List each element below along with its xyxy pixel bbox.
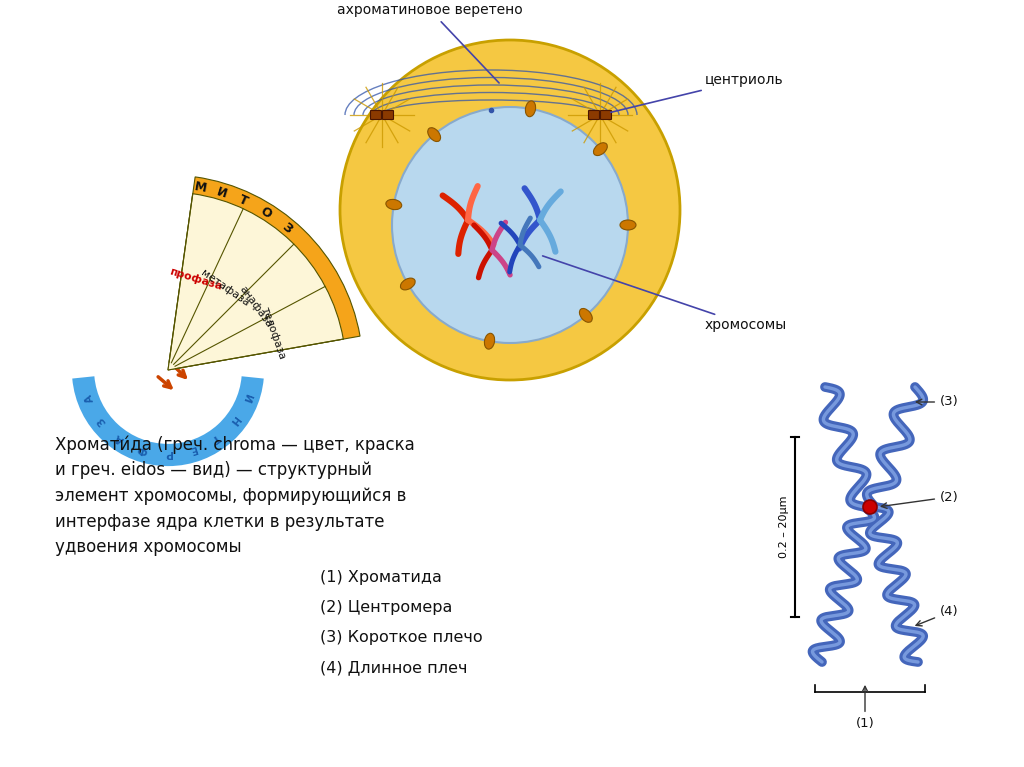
Text: (1): (1)	[856, 686, 874, 730]
Text: центриоль: центриоль	[610, 73, 783, 112]
Text: А: А	[115, 432, 127, 444]
Text: О: О	[258, 205, 274, 222]
Circle shape	[863, 500, 877, 514]
Circle shape	[392, 107, 628, 343]
Ellipse shape	[386, 199, 401, 209]
FancyBboxPatch shape	[371, 110, 382, 120]
Text: (4) Длинное плеч: (4) Длинное плеч	[319, 660, 468, 675]
Text: З: З	[280, 220, 295, 236]
Circle shape	[340, 40, 680, 380]
Text: (1) Хроматида: (1) Хроматида	[319, 570, 442, 585]
Ellipse shape	[428, 127, 440, 142]
Text: (4): (4)	[916, 605, 958, 626]
Text: хромосомы: хромосомы	[543, 256, 787, 332]
Text: Т: Т	[210, 432, 221, 444]
Text: анафаза: анафаза	[237, 284, 273, 329]
Text: (2): (2)	[882, 491, 958, 509]
Text: телофаза: телофаза	[260, 306, 288, 361]
FancyBboxPatch shape	[383, 110, 393, 120]
FancyBboxPatch shape	[600, 110, 611, 120]
FancyBboxPatch shape	[589, 110, 599, 120]
Ellipse shape	[400, 278, 415, 290]
Wedge shape	[168, 177, 360, 370]
Text: Ф: Ф	[136, 443, 150, 456]
Ellipse shape	[525, 101, 536, 117]
Text: метафаза: метафаза	[200, 268, 251, 308]
Text: М: М	[193, 180, 207, 196]
Wedge shape	[168, 194, 343, 370]
Ellipse shape	[580, 308, 592, 322]
Text: И: И	[215, 186, 229, 201]
Text: И: И	[240, 393, 252, 404]
Ellipse shape	[594, 143, 607, 156]
Text: 0.2 – 20μm: 0.2 – 20μm	[779, 495, 790, 558]
Text: (2) Центромера: (2) Центромера	[319, 600, 453, 615]
Ellipse shape	[484, 334, 495, 349]
Text: З: З	[96, 415, 109, 426]
Text: (3) Короткое плечо: (3) Короткое плечо	[319, 630, 482, 645]
Text: А: А	[84, 393, 96, 404]
Text: Р: Р	[164, 448, 172, 458]
Text: Т: Т	[237, 193, 250, 209]
Ellipse shape	[620, 220, 636, 230]
Text: Н: Н	[227, 414, 241, 427]
Text: профаза: профаза	[168, 266, 223, 292]
Text: Е: Е	[188, 443, 198, 455]
Text: (3): (3)	[916, 396, 958, 409]
Text: Хромати́да (греч. chroma — цвет, краска
и греч. eidos — вид) — структурный
элеме: Хромати́да (греч. chroma — цвет, краска …	[55, 435, 415, 556]
Text: ахроматиновое веретено: ахроматиновое веретено	[337, 3, 523, 83]
